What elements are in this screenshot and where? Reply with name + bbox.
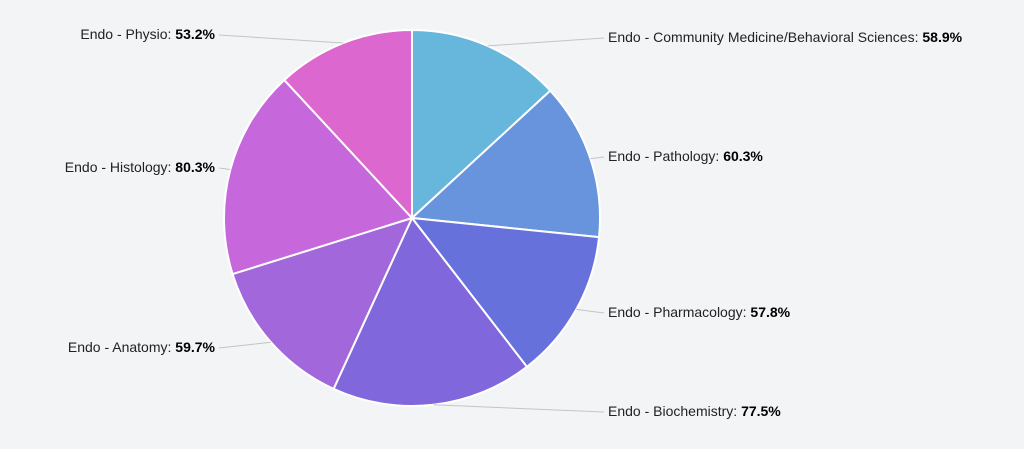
slice-label: Endo - Physio: 53.2%: [80, 26, 215, 42]
leader-line: [590, 156, 605, 160]
slice-label-value: 59.7%: [175, 339, 215, 355]
slice-label-value: 80.3%: [175, 159, 215, 175]
slices-layer: [223, 28, 601, 407]
leader-line: [576, 308, 605, 314]
slice-label: Endo - Pathology: 60.3%: [608, 148, 763, 164]
labels-layer: Endo - Community Medicine/Behavioral Sci…: [65, 26, 963, 419]
slice-label-category: Endo - Community Medicine/Behavioral Sci…: [608, 29, 922, 45]
slice-label-category: Endo - Pharmacology:: [608, 304, 750, 320]
slice-label-category: Endo - Biochemistry:: [608, 403, 741, 419]
slice-label: Endo - Anatomy: 59.7%: [68, 339, 216, 355]
slice-label: Endo - Biochemistry: 77.5%: [608, 403, 781, 419]
leader-line: [487, 37, 605, 47]
leader-line: [218, 167, 231, 171]
pie-slice[interactable]: [409, 89, 601, 239]
slice-label: Endo - Histology: 80.3%: [65, 159, 216, 175]
leader-line: [218, 341, 271, 349]
slice-label-category: Endo - Pathology:: [608, 148, 723, 164]
leader-line: [433, 404, 605, 413]
slice-label: Endo - Community Medicine/Behavioral Sci…: [608, 29, 963, 45]
slice-label-value: 58.9%: [922, 29, 962, 45]
slice-label-value: 57.8%: [750, 304, 790, 320]
pie-slice[interactable]: [223, 78, 414, 276]
slice-label-value: 53.2%: [175, 26, 215, 42]
leader-line: [218, 34, 344, 44]
pie-slice[interactable]: [282, 28, 413, 221]
slice-label-category: Endo - Anatomy:: [68, 339, 175, 355]
leader-lines-layer: [218, 34, 605, 413]
slice-label-value: 77.5%: [741, 403, 781, 419]
slice-label: Endo - Pharmacology: 57.8%: [608, 304, 791, 320]
slice-label-value: 60.3%: [723, 148, 763, 164]
slice-label-category: Endo - Histology:: [65, 159, 176, 175]
slice-label-category: Endo - Physio:: [80, 26, 175, 42]
